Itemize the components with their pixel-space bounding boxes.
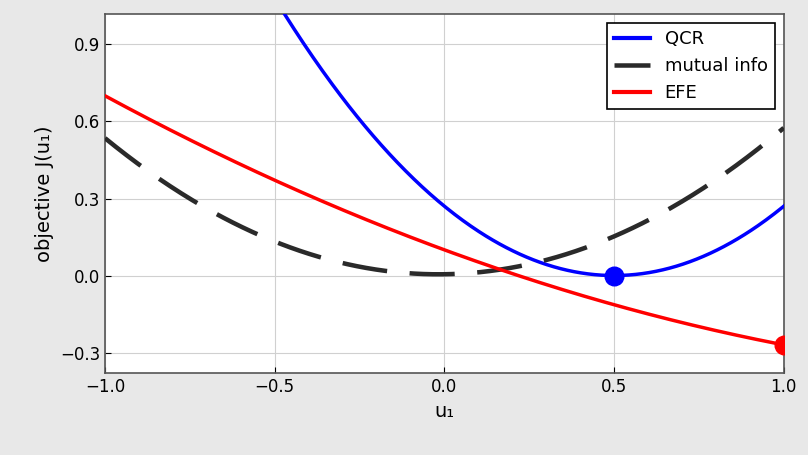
mutual info bbox=[100, 136, 110, 141]
EFE bbox=[427, 243, 436, 248]
Legend: QCR, mutual info, EFE: QCR, mutual info, EFE bbox=[607, 23, 775, 109]
EFE bbox=[656, 315, 666, 320]
mutual info bbox=[658, 210, 667, 215]
Point bbox=[777, 341, 790, 349]
EFE bbox=[423, 241, 432, 246]
mutual info bbox=[506, 265, 516, 271]
X-axis label: u₁: u₁ bbox=[435, 401, 454, 420]
EFE bbox=[779, 342, 789, 348]
EFE bbox=[504, 270, 514, 275]
Point bbox=[608, 272, 621, 279]
mutual info bbox=[469, 270, 478, 275]
QCR bbox=[779, 203, 789, 209]
QCR bbox=[468, 224, 478, 230]
mutual info bbox=[779, 125, 789, 131]
QCR bbox=[609, 273, 619, 278]
Line: mutual info: mutual info bbox=[105, 128, 784, 274]
QCR bbox=[658, 267, 667, 273]
QCR bbox=[423, 189, 432, 194]
mutual info bbox=[764, 137, 773, 143]
QCR bbox=[764, 215, 773, 221]
QCR bbox=[427, 192, 436, 198]
Line: QCR: QCR bbox=[105, 0, 784, 276]
QCR bbox=[504, 246, 514, 252]
Y-axis label: objective J(u₁): objective J(u₁) bbox=[36, 125, 54, 262]
EFE bbox=[100, 93, 110, 99]
mutual info bbox=[423, 272, 432, 277]
mutual info bbox=[433, 272, 443, 277]
mutual info bbox=[427, 272, 436, 277]
EFE bbox=[763, 339, 772, 344]
EFE bbox=[468, 257, 478, 263]
Line: EFE: EFE bbox=[105, 96, 784, 345]
